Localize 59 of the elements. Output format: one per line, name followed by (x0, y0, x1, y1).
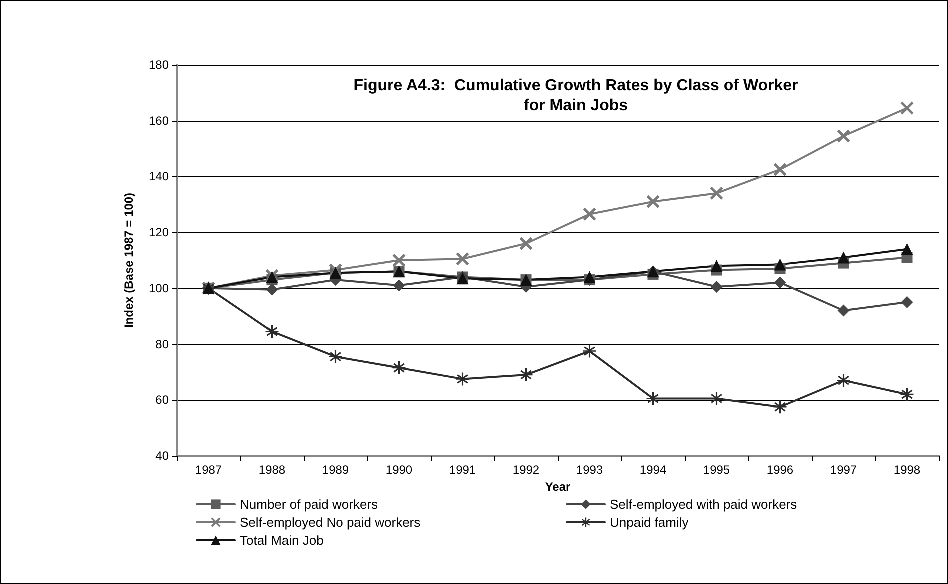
point (838, 304, 850, 317)
y-tick-label: 120 (148, 226, 170, 240)
point (266, 325, 279, 338)
x-tick-label: 1990 (386, 463, 413, 477)
text: Figure A4.3: Cumulative Growth Rates by Class of Worker for Main Jobs (354, 78, 798, 114)
x-tick-label: 1991 (449, 463, 476, 477)
x-tick-label: 1997 (830, 463, 858, 477)
legend-label: Self-employed with paid workers (610, 497, 798, 512)
point (520, 368, 533, 382)
point (392, 362, 406, 375)
point (456, 252, 470, 266)
point (838, 252, 850, 264)
point (710, 260, 723, 272)
point (583, 344, 596, 358)
point (710, 281, 723, 294)
y-tick-label: 40 (156, 449, 170, 463)
legend-label: Total Main Job (240, 533, 324, 548)
point (774, 276, 786, 289)
point (392, 254, 406, 267)
point (837, 130, 850, 143)
y-tick-label: 80 (156, 337, 170, 352)
point (266, 284, 278, 296)
x-tick-label: 1996 (766, 463, 794, 477)
point (774, 258, 786, 271)
y-tick-label: 180 (148, 58, 170, 72)
y-tick-label: 60 (156, 393, 170, 408)
point (583, 208, 596, 221)
x-tick-label: 1998 (894, 463, 921, 477)
point (329, 350, 342, 364)
point (520, 237, 533, 250)
point (584, 271, 596, 284)
y-tick-label: 100 (148, 281, 170, 296)
x-tick-label: 1989 (322, 463, 350, 477)
x-tick-label: 1987 (195, 463, 222, 477)
point (710, 186, 724, 200)
x-tick-label: 1994 (640, 463, 667, 477)
point (774, 163, 787, 176)
point (456, 372, 470, 386)
point (900, 388, 914, 402)
legend-label: Unpaid family (610, 515, 690, 530)
x-tick-label: 1995 (703, 463, 730, 477)
legend-label: Number of paid workers (240, 497, 378, 512)
point (774, 400, 787, 414)
point (710, 392, 724, 406)
point (900, 102, 914, 115)
point (837, 374, 850, 388)
point (901, 243, 914, 256)
legend-label: Self-employed No paid workers (240, 515, 422, 530)
y-axis-title: Index (Base 1987 = 100) (122, 192, 136, 328)
y-tick-label: 160 (148, 114, 170, 128)
x-axis-title: Year (545, 480, 572, 494)
point (646, 195, 660, 208)
point (901, 296, 914, 308)
y-tick-label: 140 (148, 170, 170, 184)
point (393, 280, 406, 292)
x-tick-label: 1992 (512, 463, 540, 477)
point (646, 392, 660, 406)
x-tick-label: 1988 (258, 463, 286, 477)
x-tick-label: 1993 (576, 463, 604, 477)
